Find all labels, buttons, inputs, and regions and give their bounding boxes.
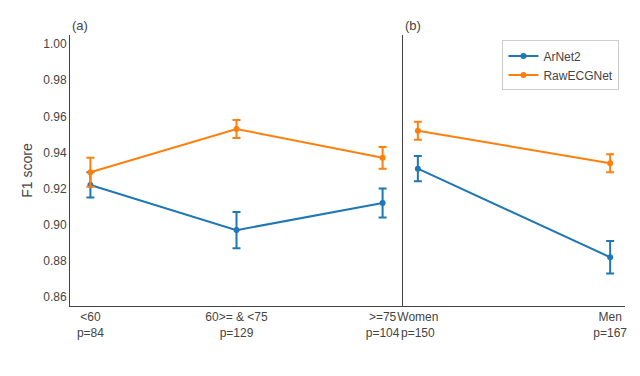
svg-text:0.96: 0.96 — [43, 110, 67, 124]
svg-text:Menp=167: Menp=167 — [593, 310, 627, 340]
svg-text:0.92: 0.92 — [43, 182, 67, 196]
svg-text:>=75p=104: >=75p=104 — [366, 310, 400, 340]
svg-text:0.94: 0.94 — [43, 146, 67, 160]
svg-text:Womenp=150: Womenp=150 — [397, 310, 438, 340]
svg-text:0.88: 0.88 — [43, 254, 67, 268]
svg-text:<60p=84: <60p=84 — [77, 310, 104, 340]
svg-text:1.00: 1.00 — [43, 37, 67, 51]
svg-text:RawECGNet: RawECGNet — [543, 69, 612, 83]
svg-text:(a): (a) — [72, 18, 88, 33]
svg-text:(b): (b) — [405, 18, 421, 33]
svg-text:F1 score: F1 score — [19, 143, 35, 198]
svg-text:ArNet2: ArNet2 — [543, 50, 581, 64]
svg-text:60>= & <75p=129: 60>= & <75p=129 — [205, 310, 268, 340]
svg-text:0.90: 0.90 — [43, 218, 67, 232]
svg-text:0.86: 0.86 — [43, 290, 67, 304]
svg-text:0.98: 0.98 — [43, 73, 67, 87]
